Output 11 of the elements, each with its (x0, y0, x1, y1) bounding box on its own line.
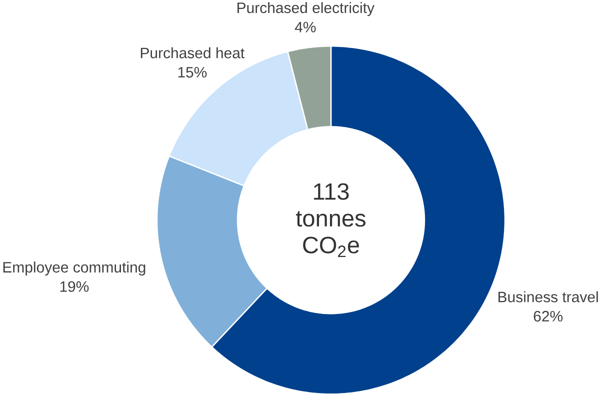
data-label: 15% (178, 67, 207, 78)
data-label: 62% (534, 311, 563, 322)
slice-label: Business travel (498, 291, 598, 302)
slice-label: Employee commuting (3, 262, 146, 276)
slice-label: Purchased electricity (238, 2, 374, 16)
slice-label: Purchased heat (140, 47, 245, 58)
text: CO$_{2}$e (303, 236, 359, 258)
data-label: 19% (60, 281, 89, 292)
text: 113 (314, 183, 349, 200)
text: tonnes (296, 211, 366, 227)
data-label: 4% (294, 22, 316, 32)
